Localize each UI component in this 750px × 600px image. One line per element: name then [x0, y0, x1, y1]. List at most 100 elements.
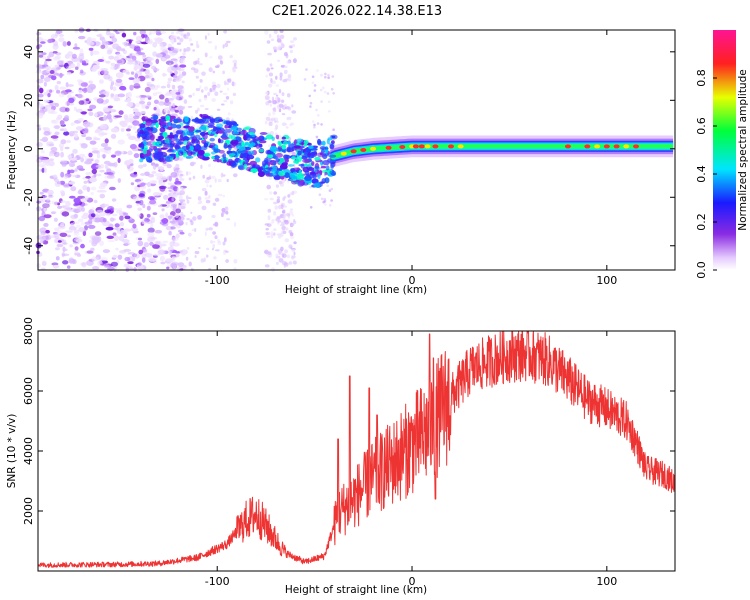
noise-point	[179, 250, 184, 253]
noise-point	[68, 226, 77, 231]
noise-point	[182, 106, 186, 110]
noise-point	[36, 124, 41, 128]
noise-point	[181, 187, 185, 190]
signal-point	[218, 130, 224, 134]
noise-point	[148, 32, 152, 36]
noise-point	[190, 267, 193, 270]
noise-point	[200, 164, 203, 169]
noise-point	[150, 222, 154, 228]
noise-point	[316, 69, 319, 72]
noise-point	[190, 220, 194, 226]
noise-point	[69, 244, 73, 248]
noise-point	[270, 67, 274, 70]
snr-y-tick-label: 8000	[22, 317, 35, 345]
noise-point	[284, 65, 288, 69]
noise-point	[140, 67, 144, 71]
noise-point	[84, 196, 89, 201]
noise-point	[192, 175, 196, 180]
noise-point	[146, 253, 153, 258]
noise-point	[151, 171, 157, 174]
noise-point	[119, 213, 124, 216]
noise-point	[141, 257, 146, 263]
noise-point	[60, 200, 67, 203]
noise-point	[68, 97, 75, 104]
signal-point	[317, 152, 325, 158]
signal-point	[197, 120, 205, 125]
signal-point	[174, 144, 181, 149]
noise-point	[38, 215, 46, 222]
noise-point	[159, 166, 164, 172]
noise-point	[55, 30, 63, 34]
noise-point	[106, 235, 115, 239]
noise-point	[139, 183, 144, 188]
noise-point	[167, 43, 172, 48]
signal-point	[182, 129, 190, 136]
colorbar-tick-label: 0.2	[695, 213, 708, 231]
signal-peak	[385, 145, 392, 150]
noise-point	[199, 79, 203, 83]
noise-point	[222, 44, 225, 49]
noise-point	[40, 38, 48, 42]
spectrogram-trace	[137, 113, 674, 188]
noise-point	[274, 120, 277, 123]
noise-point	[48, 51, 55, 58]
noise-point	[144, 74, 150, 79]
noise-point	[211, 214, 216, 219]
noise-point	[168, 189, 172, 192]
noise-point	[87, 224, 96, 229]
noise-point	[315, 135, 319, 139]
signal-point	[160, 116, 167, 120]
noise-point	[311, 81, 315, 85]
colorbar: 0.0 0.2 0.4 0.6 0.8 Normalized spectral ampl…	[695, 30, 749, 279]
noise-point	[64, 101, 70, 106]
noise-point	[92, 266, 100, 270]
noise-point	[275, 84, 280, 87]
noise-point	[154, 38, 163, 44]
signal-point	[156, 140, 162, 145]
noise-point	[49, 70, 55, 74]
noise-point	[110, 261, 118, 267]
signal-point	[186, 145, 190, 150]
signal-point	[165, 115, 171, 121]
signal-point	[204, 143, 209, 147]
snr-y-tick-label: 6000	[22, 377, 35, 405]
noise-point	[211, 175, 216, 179]
noise-point	[195, 87, 201, 92]
noise-point	[292, 260, 297, 265]
noise-point	[265, 91, 269, 95]
noise-point	[69, 169, 75, 174]
noise-point	[309, 206, 313, 209]
noise-point	[82, 185, 88, 191]
noise-point	[56, 243, 64, 248]
noise-point	[168, 226, 171, 231]
noise-point	[103, 150, 108, 154]
noise-point	[153, 99, 159, 105]
noise-point	[96, 98, 104, 104]
noise-point	[104, 164, 109, 169]
noise-point	[227, 87, 230, 91]
noise-point	[269, 191, 273, 195]
noise-point	[286, 60, 291, 64]
noise-point	[37, 163, 45, 168]
colorbar-gradient	[713, 30, 736, 270]
noise-point	[129, 53, 133, 59]
signal-peak	[457, 144, 464, 149]
noise-point	[176, 187, 180, 192]
noise-point	[216, 108, 221, 112]
noise-point	[76, 253, 82, 257]
noise-point	[204, 108, 209, 110]
noise-point	[44, 60, 48, 66]
spectrogram-y-axis-label: Frequency (Hz)	[6, 110, 18, 189]
signal-point	[229, 120, 237, 126]
noise-point	[282, 230, 287, 234]
noise-point	[47, 189, 54, 196]
signal-point	[198, 126, 207, 131]
noise-point	[71, 174, 78, 178]
noise-point	[313, 84, 317, 87]
noise-point	[101, 153, 107, 158]
noise-point	[221, 103, 225, 106]
noise-point	[286, 93, 291, 98]
noise-point	[275, 253, 279, 259]
noise-point	[100, 182, 108, 188]
noise-point	[80, 157, 84, 163]
